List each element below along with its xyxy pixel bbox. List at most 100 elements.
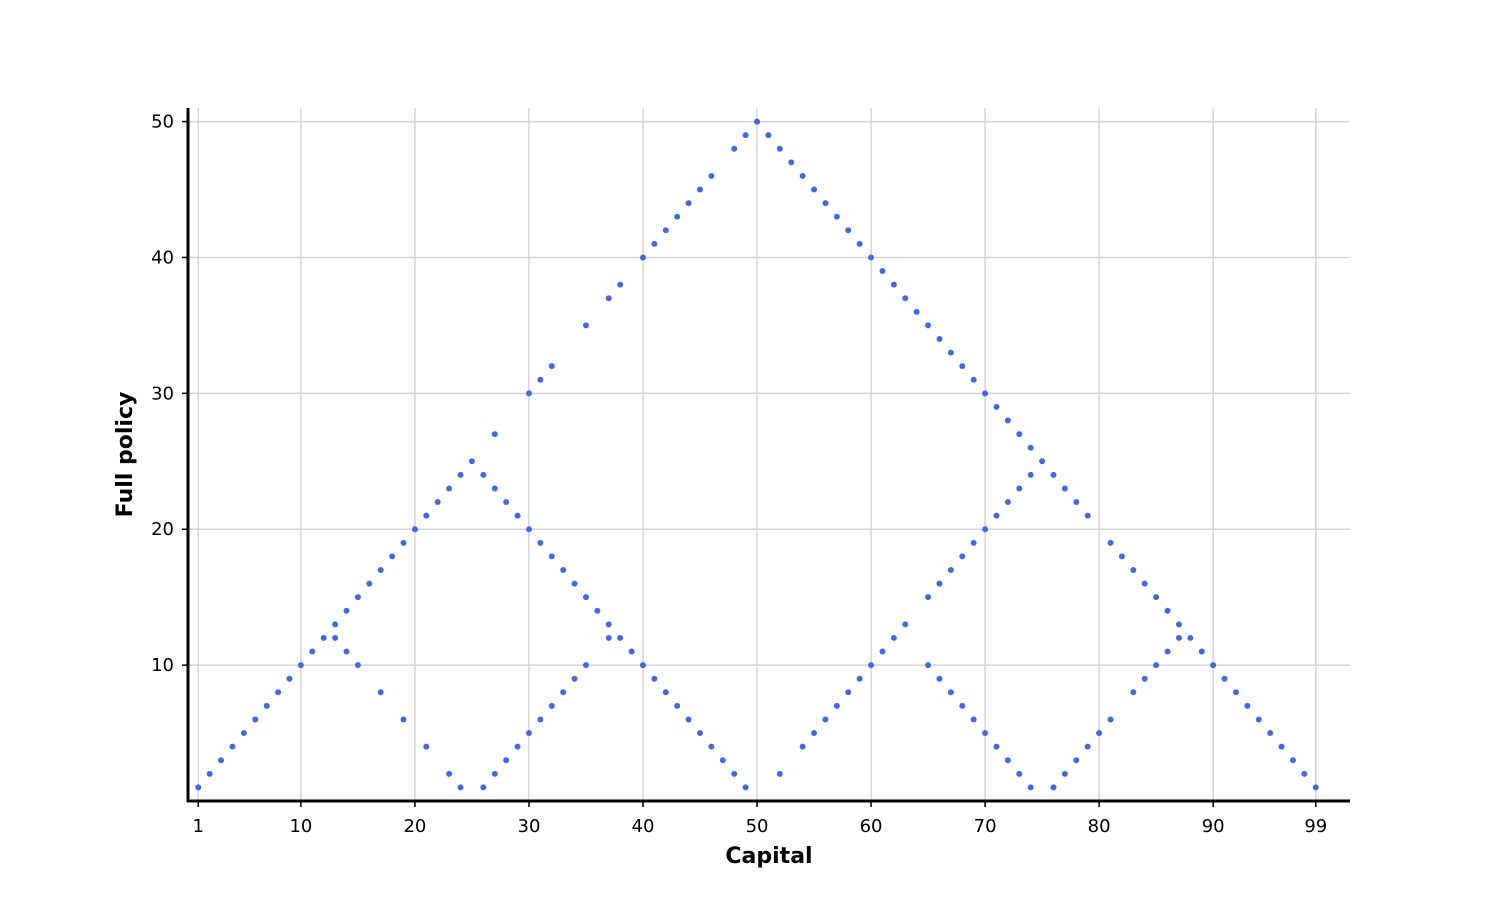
data-point: [548, 363, 555, 370]
data-point: [856, 240, 863, 247]
data-point: [833, 702, 840, 709]
data-point: [1073, 757, 1080, 764]
data-point: [1198, 648, 1205, 655]
data-point: [936, 675, 943, 682]
data-point: [1073, 499, 1080, 506]
data-point: [503, 757, 510, 764]
x-tick-label: 10: [289, 816, 312, 837]
data-point: [275, 689, 282, 696]
data-point: [902, 295, 909, 302]
data-point: [708, 172, 715, 179]
data-point: [537, 539, 544, 546]
y-tick-label: 30: [151, 383, 174, 404]
data-point: [1187, 634, 1194, 641]
data-point: [628, 648, 635, 655]
data-point: [1107, 716, 1114, 723]
data-point: [389, 553, 396, 560]
data-point: [286, 675, 293, 682]
data-point: [309, 648, 316, 655]
data-point: [354, 594, 361, 601]
data-point: [1004, 499, 1011, 506]
data-point: [1255, 716, 1262, 723]
data-point: [537, 716, 544, 723]
data-point: [491, 770, 498, 777]
x-tick-label: 40: [632, 816, 655, 837]
data-point: [1050, 784, 1057, 791]
data-point: [674, 213, 681, 220]
data-point: [457, 784, 464, 791]
data-point: [639, 254, 646, 261]
data-point: [1118, 553, 1125, 560]
data-point: [446, 485, 453, 492]
y-tick-label: 50: [151, 112, 174, 133]
data-point: [902, 621, 909, 628]
data-point: [868, 254, 875, 261]
data-point: [218, 757, 225, 764]
data-point: [343, 648, 350, 655]
data-point: [731, 145, 738, 152]
data-point: [1016, 770, 1023, 777]
data-point: [332, 634, 339, 641]
x-axis-title: Capital: [725, 844, 812, 869]
tick-marks: 1 10 20 30 40 50 60 70 80 90 99 10 20 30 40 50: [151, 112, 1327, 837]
data-point: [993, 512, 1000, 519]
data-point: [993, 743, 1000, 750]
data-point: [354, 662, 361, 669]
data-point: [879, 268, 886, 275]
data-point: [240, 730, 247, 737]
data-point: [811, 186, 818, 193]
data-point: [1039, 458, 1046, 465]
data-point: [731, 770, 738, 777]
data-point: [970, 539, 977, 546]
data-point: [594, 607, 601, 614]
data-point: [571, 675, 578, 682]
data-point: [1084, 512, 1091, 519]
grid-lines: [188, 108, 1350, 801]
data-point: [719, 757, 726, 764]
data-point: [377, 567, 384, 573]
data-point: [982, 526, 989, 533]
data-point: [1061, 770, 1068, 777]
data-point: [925, 594, 932, 601]
data-point: [1130, 689, 1137, 696]
data-point: [1027, 444, 1034, 451]
data-point: [1164, 648, 1171, 655]
data-point: [457, 471, 464, 478]
y-axis-title: Full policy: [113, 392, 138, 518]
data-point: [1232, 689, 1239, 696]
y-tick-label: 40: [151, 247, 174, 268]
x-tick-label: 50: [746, 816, 769, 837]
data-point: [1175, 634, 1182, 641]
data-point: [1027, 471, 1034, 478]
data-point: [423, 743, 430, 750]
data-point: [480, 471, 487, 478]
data-point: [332, 621, 339, 628]
data-point: [697, 730, 704, 737]
data-point: [845, 227, 852, 234]
data-point: [1004, 417, 1011, 424]
data-point: [685, 716, 692, 723]
data-point: [548, 553, 555, 560]
data-point: [925, 322, 932, 329]
data-point: [822, 200, 829, 207]
x-tick-label: 70: [974, 816, 997, 837]
data-point: [434, 499, 441, 506]
data-point: [1301, 770, 1308, 777]
data-point: [685, 200, 692, 207]
data-point: [1084, 743, 1091, 750]
data-point: [1016, 485, 1023, 492]
data-point: [811, 730, 818, 737]
data-point: [742, 132, 749, 139]
data-point: [1130, 567, 1137, 573]
data-point: [936, 336, 943, 342]
data-point: [1244, 702, 1251, 709]
data-point: [1061, 485, 1068, 492]
data-point: [913, 308, 920, 315]
data-point: [959, 363, 966, 370]
data-point: [1312, 784, 1319, 791]
axes: [186, 108, 1350, 803]
data-point: [925, 662, 932, 669]
data-point: [229, 743, 236, 750]
